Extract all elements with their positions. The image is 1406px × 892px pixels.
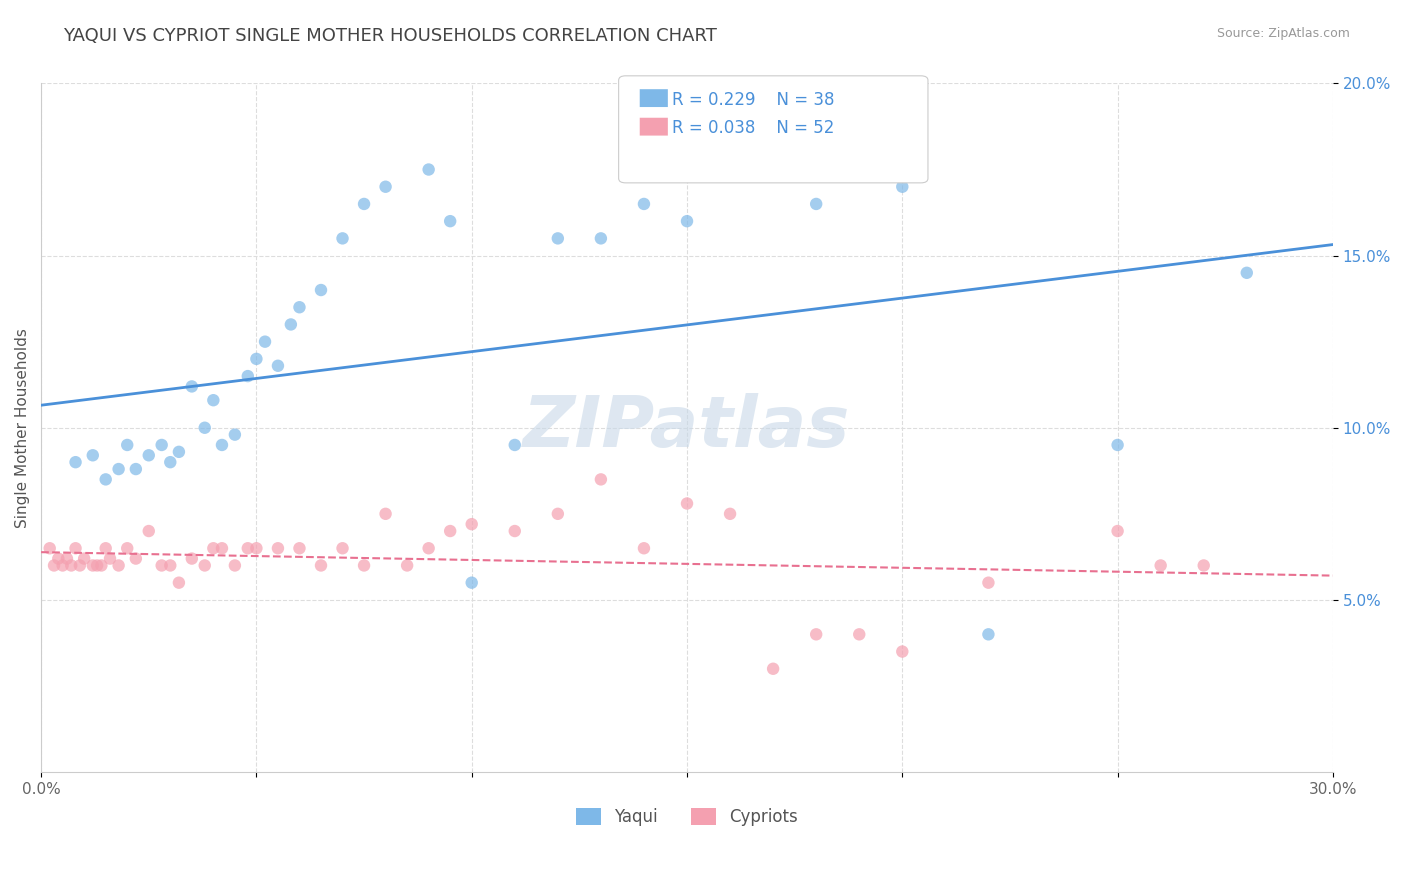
Point (159, 558, 181, 573)
Point (236, 541, 259, 556)
Point (245, 541, 267, 556)
Point (891, 179, 914, 194)
Point (202, 541, 225, 556)
Point (460, 517, 482, 532)
Point (167, 575, 190, 590)
Point (167, 445, 190, 459)
Point (180, 379, 202, 393)
Point (267, 541, 290, 556)
Point (159, 455, 181, 469)
Point (503, 524, 526, 538)
Point (589, 472, 612, 486)
Point (977, 627, 1000, 641)
Point (332, 541, 354, 556)
Point (1236, 266, 1258, 280)
Point (418, 541, 440, 556)
Y-axis label: Single Mother Households: Single Mother Households (15, 327, 30, 528)
Point (1192, 558, 1215, 573)
Point (224, 427, 246, 442)
Point (374, 179, 396, 194)
Point (253, 334, 276, 349)
Point (138, 524, 160, 538)
Text: YAQUI VS CYPRIOT SINGLE MOTHER HOUSEHOLDS CORRELATION CHART: YAQUI VS CYPRIOT SINGLE MOTHER HOUSEHOLD… (63, 27, 717, 45)
Point (288, 541, 311, 556)
Point (194, 421, 217, 435)
Point (56, 551, 79, 566)
Point (38, 541, 60, 556)
Point (107, 462, 129, 476)
Point (1107, 438, 1129, 452)
Point (150, 438, 173, 452)
Point (98, 551, 121, 566)
Point (65, 455, 87, 469)
Point (439, 214, 461, 228)
Point (267, 359, 290, 373)
Point (107, 558, 129, 573)
Point (280, 318, 302, 332)
Text: R = 0.038    N = 52: R = 0.038 N = 52 (672, 120, 834, 137)
Point (90, 558, 112, 573)
Point (82, 558, 104, 573)
Point (418, 162, 440, 177)
Point (1150, 558, 1173, 573)
Point (180, 551, 202, 566)
Point (94, 472, 117, 486)
Point (396, 558, 419, 573)
Point (547, 231, 569, 245)
Point (115, 541, 138, 556)
Point (309, 283, 332, 297)
Point (288, 300, 311, 314)
Point (547, 507, 569, 521)
Point (503, 438, 526, 452)
Point (633, 541, 655, 556)
Point (86, 558, 108, 573)
Legend: Yaqui, Cypriots: Yaqui, Cypriots (569, 801, 804, 832)
Point (718, 507, 741, 521)
Point (194, 558, 217, 573)
Point (353, 197, 375, 211)
Point (115, 438, 138, 452)
Point (125, 462, 148, 476)
Text: R = 0.229    N = 38: R = 0.229 N = 38 (672, 91, 835, 109)
Point (806, 627, 828, 641)
Point (374, 507, 396, 521)
Point (60, 558, 83, 573)
Point (762, 662, 785, 676)
Point (460, 575, 482, 590)
Point (245, 351, 267, 366)
Point (52, 558, 75, 573)
Text: Source: ZipAtlas.com: Source: ZipAtlas.com (1216, 27, 1350, 40)
Point (589, 231, 612, 245)
Point (211, 541, 233, 556)
Point (848, 627, 870, 641)
Point (94, 541, 117, 556)
Point (676, 214, 699, 228)
Point (202, 393, 225, 408)
Point (46, 551, 69, 566)
Point (891, 644, 914, 658)
Point (42, 558, 65, 573)
Point (332, 231, 354, 245)
Point (65, 541, 87, 556)
Point (224, 558, 246, 573)
Point (125, 551, 148, 566)
Point (353, 558, 375, 573)
Point (138, 448, 160, 462)
Point (236, 369, 259, 384)
Point (439, 524, 461, 538)
Point (82, 448, 104, 462)
Text: ZIPatlas: ZIPatlas (523, 393, 851, 462)
Point (977, 575, 1000, 590)
Point (73, 551, 96, 566)
Point (309, 558, 332, 573)
Point (633, 197, 655, 211)
Point (211, 438, 233, 452)
Point (69, 558, 91, 573)
Point (676, 496, 699, 510)
Point (150, 558, 173, 573)
Point (1107, 524, 1129, 538)
Point (806, 197, 828, 211)
